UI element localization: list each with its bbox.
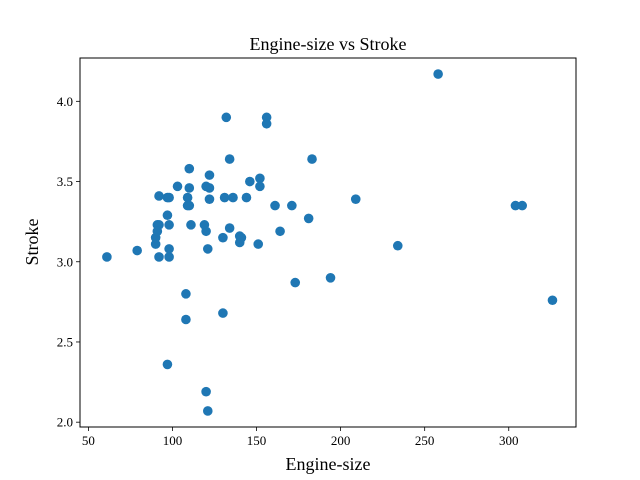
data-point — [325, 272, 336, 283]
data-point — [154, 191, 164, 201]
data-point — [152, 226, 163, 237]
data-point — [154, 252, 164, 262]
data-point — [218, 232, 228, 243]
x-tick-label: 50 — [82, 433, 95, 448]
y-axis-label: Stroke — [22, 218, 42, 265]
data-point — [132, 245, 142, 256]
data-point — [392, 240, 403, 251]
x-tick-label: 100 — [163, 433, 183, 448]
data-point — [228, 192, 238, 203]
data-point — [201, 386, 211, 397]
x-tick-label: 300 — [499, 433, 519, 448]
data-point — [218, 308, 228, 318]
data-point — [255, 181, 265, 192]
data-point — [186, 220, 196, 230]
x-axis-label: Engine-size — [286, 454, 371, 474]
data-points — [102, 69, 558, 416]
data-point — [202, 406, 213, 416]
data-point — [433, 69, 443, 79]
data-point — [517, 200, 527, 211]
data-point — [102, 252, 112, 262]
data-point — [201, 226, 211, 237]
data-point — [204, 194, 215, 204]
data-point — [181, 314, 191, 325]
data-point — [221, 112, 232, 123]
data-point — [253, 239, 264, 249]
data-point — [255, 173, 265, 184]
data-point — [510, 200, 521, 211]
chart-title: Engine-size vs Stroke — [250, 34, 407, 54]
data-point — [270, 200, 280, 211]
data-point — [164, 220, 174, 230]
y-axis-ticks: 2.0 2.5 3.0 3.5 4.0 — [57, 94, 80, 430]
data-point — [245, 176, 255, 187]
data-point — [204, 170, 215, 180]
y-tick-label: 3.0 — [57, 254, 73, 269]
data-point — [181, 289, 191, 299]
x-axis-ticks: 50 100 150 200 250 300 — [82, 427, 519, 448]
data-point — [350, 194, 361, 204]
x-tick-label: 250 — [415, 433, 435, 448]
data-point — [172, 181, 183, 192]
data-point — [202, 244, 213, 254]
data-point — [224, 154, 235, 164]
data-point — [241, 192, 252, 203]
y-tick-label: 4.0 — [57, 94, 73, 109]
data-point — [275, 226, 285, 237]
data-point — [164, 244, 174, 254]
data-point — [164, 252, 174, 262]
data-point — [164, 192, 174, 203]
y-tick-label: 3.5 — [57, 174, 73, 189]
data-point — [184, 163, 195, 174]
data-point — [204, 183, 215, 193]
data-point — [162, 210, 173, 221]
data-point — [184, 183, 195, 193]
data-point — [184, 200, 195, 211]
plot-frame — [79, 57, 577, 428]
x-tick-label: 150 — [247, 433, 267, 448]
data-point — [182, 192, 193, 203]
data-point — [261, 118, 272, 129]
data-point — [290, 277, 301, 288]
y-tick-label: 2.0 — [57, 415, 73, 430]
data-point — [219, 192, 230, 203]
data-point — [236, 232, 247, 243]
data-point — [303, 213, 314, 224]
y-tick-label: 2.5 — [57, 334, 73, 349]
data-point — [162, 359, 173, 370]
data-point — [307, 154, 317, 164]
data-point — [287, 200, 297, 211]
data-point — [547, 295, 558, 306]
data-point — [224, 223, 235, 233]
x-tick-label: 200 — [331, 433, 351, 448]
